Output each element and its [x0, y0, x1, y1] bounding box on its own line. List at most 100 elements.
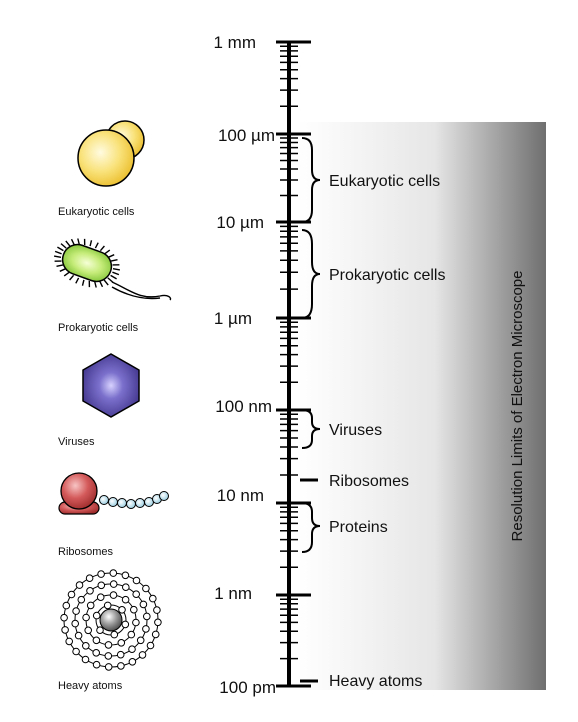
electron [104, 663, 113, 671]
amino-acid-bead [117, 498, 127, 508]
electron [109, 569, 118, 577]
electron [117, 639, 126, 647]
tick-label-1um: 1 µm [214, 309, 252, 328]
pilus [110, 259, 118, 262]
resolution-limit-label: Resolution Limits of Electron Microscope [509, 271, 526, 542]
prokaryotic-cell-illustration: Prokaryotic cells [53, 238, 172, 334]
ribosome-illustration: Ribosomes [58, 472, 169, 558]
tick-label-100pm: 100 pm [219, 678, 276, 697]
electron [61, 626, 69, 634]
virus-illustration: Viruses [58, 353, 140, 448]
heavy-atom-illustration: Heavy atoms [58, 569, 162, 692]
electron [151, 630, 160, 639]
pilus [107, 277, 114, 283]
pilus [94, 281, 97, 288]
electron [77, 595, 86, 604]
pilus [112, 268, 121, 271]
pilus [81, 279, 85, 286]
electron [143, 612, 151, 621]
electron [118, 606, 126, 614]
pilus [103, 279, 109, 286]
pilus [110, 274, 117, 280]
electron [146, 641, 155, 650]
electron [92, 660, 101, 669]
electron [142, 584, 150, 593]
electron [81, 655, 90, 664]
electron [136, 636, 145, 645]
range-viruses: Viruses [301, 409, 382, 449]
electron [74, 631, 83, 640]
electron [71, 619, 79, 628]
brace-viruses [301, 409, 321, 449]
range-label-heavy-atoms: Heavy atoms [329, 673, 422, 690]
electron [109, 591, 118, 599]
pilus [108, 254, 115, 258]
range-label-viruses: Viruses [329, 422, 382, 439]
pilus [99, 245, 105, 252]
amino-acid-bead [108, 497, 118, 507]
pilus [69, 274, 75, 281]
range-eukaryotic-cells: Eukaryotic cells [301, 137, 440, 223]
range-label-prokaryotic: Prokaryotic cells [329, 267, 445, 284]
electron [109, 580, 118, 588]
pilus [56, 264, 64, 267]
tick-label-1mm: 1 mm [214, 33, 257, 52]
scale-tick-labels: 1 mm 100 µm 10 µm 1 µm 100 nm 10 nm 1 nm… [214, 33, 277, 697]
pilus [63, 271, 70, 277]
electron [67, 590, 76, 599]
pilus [57, 246, 64, 252]
pilus [59, 268, 66, 272]
electron [86, 601, 95, 610]
electron [60, 613, 68, 622]
electron [127, 630, 136, 639]
tick-label-100nm: 100 nm [215, 397, 272, 416]
electron [130, 605, 138, 614]
organism-label-heavy-atoms: Heavy atoms [58, 680, 123, 692]
electron [121, 595, 130, 604]
electron [82, 613, 90, 622]
pilus [53, 255, 62, 258]
amino-acid-bead [135, 498, 145, 508]
electron [65, 637, 73, 646]
electron [121, 620, 130, 629]
brace-eukaryotic [301, 137, 321, 223]
electron [122, 583, 130, 592]
range-prokaryotic-cells: Prokaryotic cells [301, 229, 445, 319]
electron [92, 649, 100, 657]
electron [92, 636, 101, 645]
resolution-limit-panel [298, 122, 546, 690]
electron [96, 593, 105, 602]
range-label-proteins: Proteins [329, 519, 388, 536]
electron [82, 642, 90, 650]
tick-label-10um: 10 µm [216, 213, 264, 232]
electron [128, 658, 137, 666]
organism-label-viruses: Viruses [58, 436, 95, 448]
electron [138, 651, 147, 659]
electron [97, 570, 105, 578]
pilus [65, 240, 71, 247]
brace-prokaryotic [301, 229, 321, 319]
electron [62, 601, 71, 610]
pilus [54, 250, 62, 255]
electron [72, 647, 80, 656]
electron [84, 626, 92, 635]
amino-acid-bead [99, 495, 109, 505]
electron [139, 600, 148, 609]
pilus [60, 243, 67, 249]
electron [103, 601, 112, 610]
electron [117, 662, 125, 670]
pilus [94, 242, 99, 249]
electron [154, 618, 162, 627]
organism-label-prokaryotic: Prokaryotic cells [58, 322, 139, 334]
organism-label-eukaryotic: Eukaryotic cells [58, 206, 135, 218]
electron [85, 574, 94, 583]
pilus [104, 249, 111, 255]
electron [72, 607, 80, 615]
range-label-ribosomes: Ribosomes [329, 473, 409, 490]
electron [132, 576, 141, 585]
electron [132, 590, 140, 599]
organism-label-ribosomes: Ribosomes [58, 546, 114, 558]
pilus [70, 238, 75, 246]
electron [153, 606, 161, 614]
